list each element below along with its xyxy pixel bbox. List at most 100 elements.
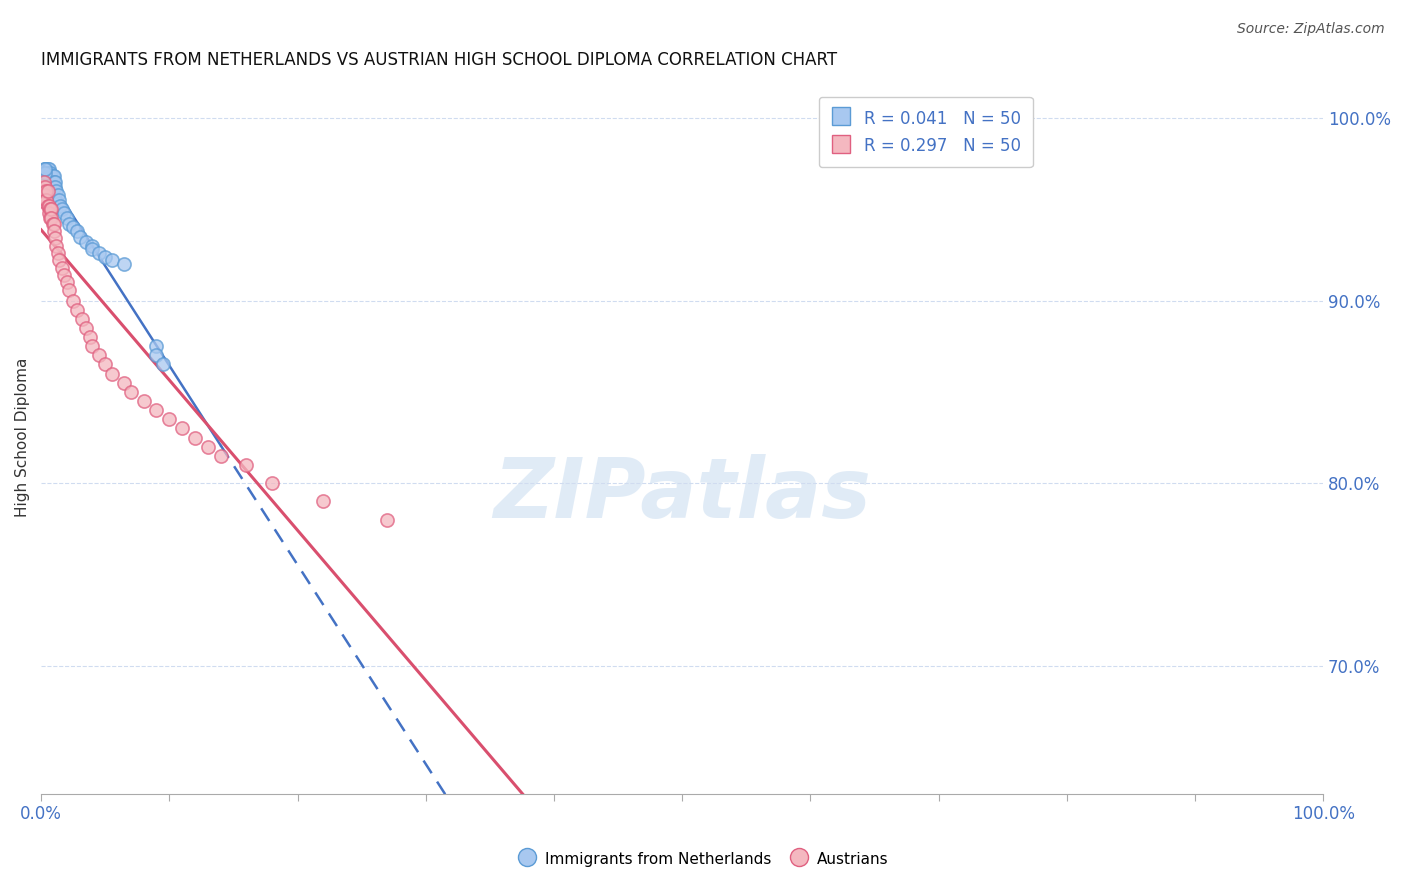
Point [38, 169, 60, 184]
Point [39, 169, 62, 184]
Point [100, 367, 122, 381]
Point [70, 311, 93, 326]
Point [184, 430, 207, 444]
Point [32, 184, 55, 198]
Point [235, 458, 257, 472]
Point [38, 161, 60, 176]
Text: Source: ZipAtlas.com: Source: ZipAtlas.com [1237, 22, 1385, 37]
Point [38, 166, 60, 180]
Point [152, 358, 174, 372]
Point [75, 321, 97, 335]
Point [172, 421, 194, 435]
Point [49, 198, 72, 212]
Point [69, 229, 91, 244]
Point [41, 169, 63, 184]
Point [209, 449, 232, 463]
Point [51, 202, 73, 217]
Point [42, 169, 65, 184]
Point [34, 194, 56, 209]
Point [145, 339, 167, 353]
Point [45, 238, 67, 252]
Point [37, 166, 59, 180]
Point [34, 161, 56, 176]
Point [75, 235, 97, 249]
Point [312, 494, 335, 508]
Point [66, 224, 89, 238]
Point [37, 198, 59, 212]
Point [38, 198, 60, 212]
Point [39, 202, 62, 217]
Point [79, 330, 101, 344]
Point [46, 187, 69, 202]
Text: ZIPatlas: ZIPatlas [494, 454, 872, 535]
Point [114, 257, 136, 271]
Text: IMMIGRANTS FROM NETHERLANDS VS AUSTRIAN HIGH SCHOOL DIPLOMA CORRELATION CHART: IMMIGRANTS FROM NETHERLANDS VS AUSTRIAN … [41, 51, 837, 69]
Point [42, 224, 65, 238]
Point [46, 246, 69, 260]
Point [51, 260, 73, 275]
Point [42, 217, 65, 231]
Point [34, 180, 56, 194]
Point [197, 440, 219, 454]
Point [41, 175, 63, 189]
Point [44, 231, 66, 245]
Point [32, 169, 55, 184]
Point [41, 211, 63, 226]
Point [37, 169, 59, 184]
Point [55, 275, 77, 289]
Point [34, 166, 56, 180]
Point [53, 268, 76, 282]
Point [31, 166, 53, 180]
Point [34, 161, 56, 176]
Point [145, 348, 167, 362]
Point [42, 175, 65, 189]
Point [114, 376, 136, 390]
Point [44, 180, 66, 194]
Point [145, 403, 167, 417]
Point [132, 394, 155, 409]
Point [62, 220, 84, 235]
Point [41, 202, 63, 217]
Point [260, 476, 283, 491]
Point [32, 161, 55, 176]
Point [94, 250, 117, 264]
Point [53, 206, 76, 220]
Point [58, 217, 80, 231]
Point [375, 513, 398, 527]
Point [32, 166, 55, 180]
Point [100, 253, 122, 268]
Point [41, 177, 63, 191]
Point [82, 243, 104, 257]
Point [41, 217, 63, 231]
Point [37, 184, 59, 198]
Point [82, 238, 104, 252]
Point [44, 175, 66, 189]
Point [35, 193, 58, 207]
Point [94, 358, 117, 372]
Point [157, 412, 180, 426]
Point [82, 339, 104, 353]
Legend: R = 0.041   N = 50, R = 0.297   N = 50: R = 0.041 N = 50, R = 0.297 N = 50 [820, 97, 1033, 167]
Point [31, 187, 53, 202]
Point [39, 166, 62, 180]
Point [66, 302, 89, 317]
Point [35, 166, 58, 180]
Point [45, 184, 67, 198]
Legend: Immigrants from Netherlands, Austrians: Immigrants from Netherlands, Austrians [512, 844, 894, 873]
Point [87, 246, 110, 260]
Point [39, 211, 62, 226]
Point [31, 180, 53, 194]
Point [62, 293, 84, 308]
Point [120, 384, 142, 399]
Point [32, 175, 55, 189]
Point [37, 161, 59, 176]
Y-axis label: High School Diploma: High School Diploma [15, 358, 30, 517]
Point [41, 169, 63, 184]
Point [34, 166, 56, 180]
Point [34, 169, 56, 184]
Point [34, 187, 56, 202]
Point [48, 253, 70, 268]
Point [38, 206, 60, 220]
Point [35, 184, 58, 198]
Point [58, 283, 80, 297]
